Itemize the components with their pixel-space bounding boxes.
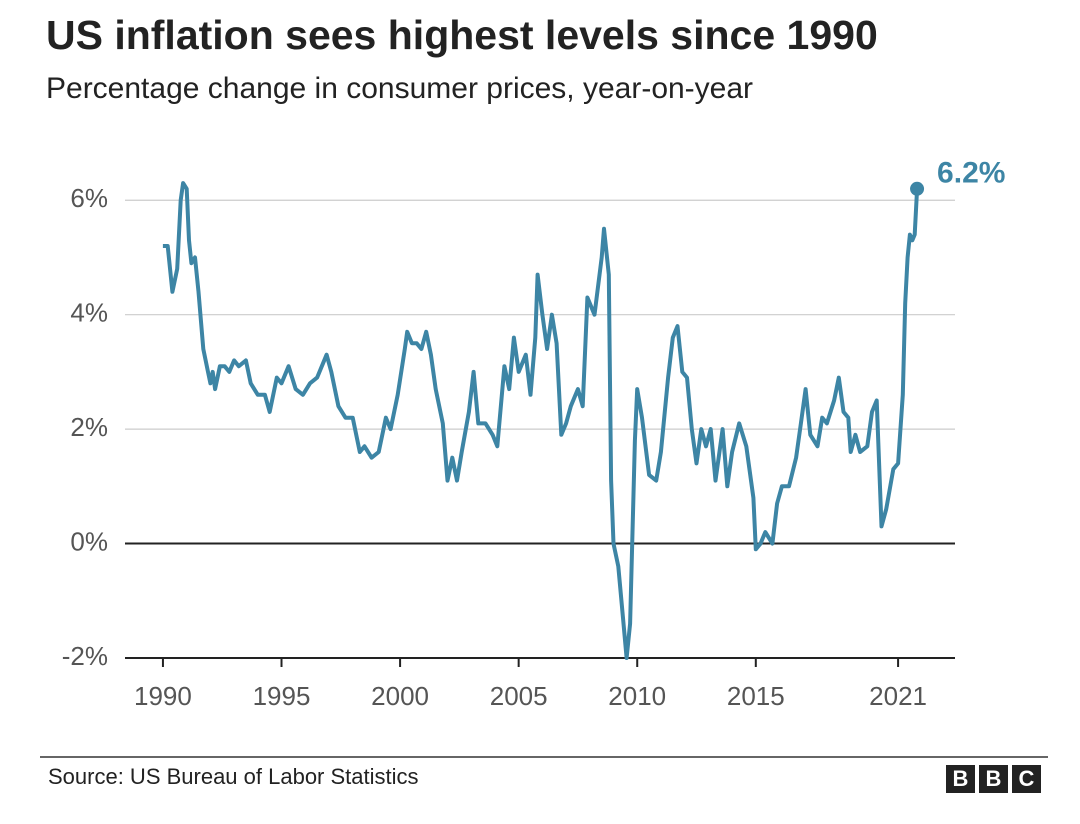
chart-subtitle: Percentage change in consumer prices, ye… (46, 72, 753, 105)
x-tick-label: 1990 (134, 681, 192, 711)
end-label: 6.2% (937, 157, 1005, 190)
logo-box (946, 765, 975, 793)
chart-title: US inflation sees highest levels since 1… (46, 12, 878, 58)
y-tick-label: -2% (62, 641, 108, 671)
y-tick-label: 2% (70, 412, 108, 442)
y-tick-label: 6% (70, 183, 108, 213)
x-tick-label: 2010 (608, 681, 666, 711)
logo-box (979, 765, 1008, 793)
logo-letter: C (1019, 766, 1035, 791)
x-tick-label: 2000 (371, 681, 429, 711)
end-point (910, 181, 925, 196)
x-tick-label: 2021 (869, 681, 927, 711)
source: Source: US Bureau of Labor Statistics (48, 764, 419, 789)
y-tick-label: 0% (70, 526, 108, 556)
logo-box (1012, 765, 1041, 793)
x-tick-label: 2015 (727, 681, 785, 711)
x-tick-label: 1995 (253, 681, 311, 711)
y-tick-label: 4% (70, 298, 108, 328)
logo-letter: B (986, 766, 1002, 791)
logo-letter: B (953, 766, 969, 791)
line (162, 181, 920, 660)
x-tick-label: 2005 (490, 681, 548, 711)
